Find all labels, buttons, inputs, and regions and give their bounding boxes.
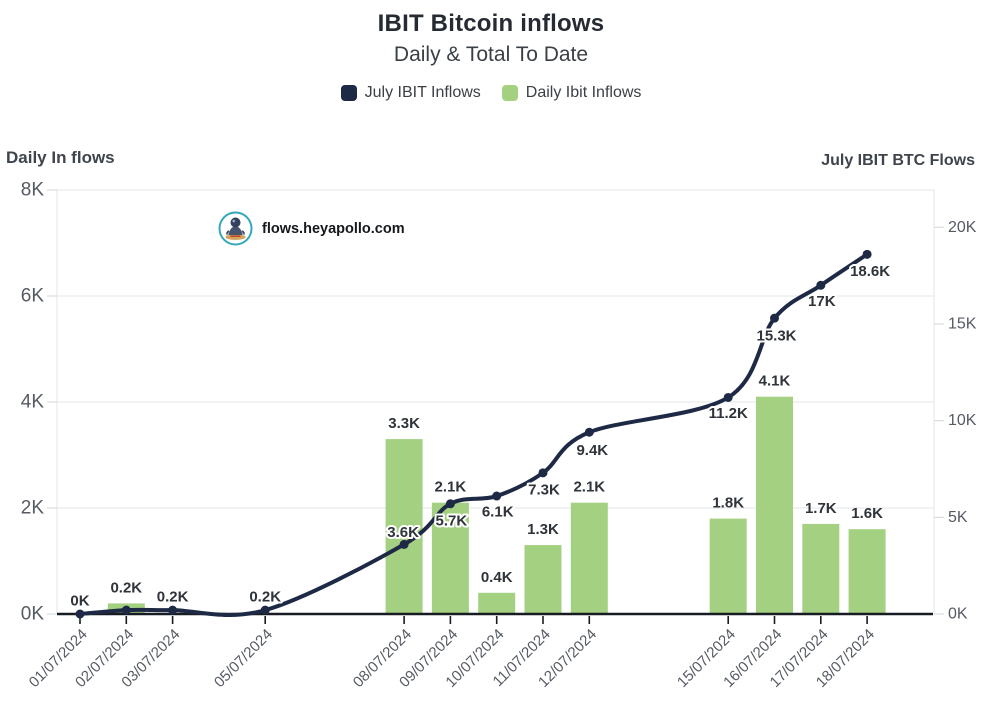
line-point-label: 11.2K	[709, 405, 748, 422]
line-point-label: 6.1K	[482, 504, 514, 521]
bar-label: 1.3K	[527, 521, 559, 538]
daily-bar	[570, 502, 608, 613]
bar-label: 2.1K	[435, 479, 467, 496]
line-point	[862, 249, 872, 259]
line-point-label: 18.6K	[850, 263, 890, 280]
line-point	[445, 499, 455, 509]
line-point-label: 17K	[808, 293, 836, 310]
line-point	[770, 313, 779, 323]
bar-label: 1.8K	[712, 495, 744, 512]
right-tick-label: 0K	[948, 606, 968, 623]
line-point	[75, 609, 85, 619]
line-point	[492, 491, 502, 501]
chart-header: IBIT Bitcoin inflows Daily & Total To Da…	[0, 10, 982, 102]
daily-bar	[756, 396, 793, 613]
bar-label: 0.2K	[110, 579, 142, 596]
line-point	[121, 605, 131, 615]
line-point-label: 15.3K	[756, 328, 796, 345]
left-tick-label: 2K	[21, 498, 45, 519]
legend-swatch-navy	[340, 85, 357, 101]
bar-label: 2.1K	[573, 479, 605, 496]
line-point-label: 3.6K	[387, 524, 419, 541]
bar-label: 1.7K	[805, 500, 837, 517]
line-point	[584, 427, 594, 437]
date-label: 05/07/2024	[211, 626, 276, 691]
legend-item-daily-ibit-inflows: Daily Ibit Inflows	[501, 84, 642, 102]
right-tick-label: 10K	[948, 412, 977, 429]
line-point-label: 0.2K	[249, 589, 281, 606]
left-tick-label: 6K	[21, 286, 45, 307]
line-point	[260, 605, 270, 615]
left-axis-title: Daily In flows	[6, 148, 115, 167]
watermark: flows.heyapollo.com	[218, 211, 405, 246]
line-point	[538, 468, 548, 478]
watermark-text: flows.heyapollo.com	[262, 220, 405, 237]
daily-bar	[848, 529, 886, 613]
daily-bar	[709, 518, 747, 613]
left-tick-label: 0K	[21, 604, 45, 625]
line-point	[168, 605, 178, 615]
line-point-label: 0K	[70, 593, 89, 610]
line-point	[816, 280, 826, 290]
line-point-label: 7.3K	[528, 481, 560, 498]
legend: July IBIT Inflows Daily Ibit Inflows	[0, 84, 982, 102]
legend-label: Daily Ibit Inflows	[525, 84, 642, 101]
page-subtitle: Daily & Total To Date	[393, 43, 589, 66]
line-point-label: 0.2K	[157, 589, 189, 606]
bar-label: 4.1K	[759, 373, 791, 390]
left-tick-label: 8K	[21, 180, 45, 201]
right-axis-title: July IBIT BTC Flows	[821, 152, 975, 169]
line-point-label: 5.7K	[436, 512, 468, 529]
daily-bar	[478, 592, 516, 613]
right-tick-label: 15K	[948, 315, 977, 332]
legend-label: July IBIT Inflows	[364, 84, 481, 101]
line-point-label: 9.4K	[576, 442, 608, 459]
line-point	[723, 392, 733, 402]
daily-bar	[431, 502, 469, 613]
right-tick-label: 20K	[948, 219, 977, 236]
legend-item-july-ibit-inflows: July IBIT Inflows	[340, 84, 481, 102]
heyapollo-logo-icon	[218, 211, 253, 246]
daily-bar	[524, 545, 562, 613]
bar-label: 3.3K	[388, 415, 420, 432]
right-tick-label: 5K	[948, 509, 968, 526]
page-title: IBIT Bitcoin inflows	[377, 10, 605, 37]
line-point	[399, 539, 409, 549]
bar-label: 1.6K	[851, 505, 883, 522]
bar-label: 0.4K	[481, 569, 513, 586]
daily-bar	[802, 523, 840, 613]
cumulative-line	[78, 252, 870, 617]
legend-swatch-green	[501, 85, 518, 101]
left-tick-label: 4K	[21, 392, 45, 413]
daily-bar	[385, 439, 423, 613]
